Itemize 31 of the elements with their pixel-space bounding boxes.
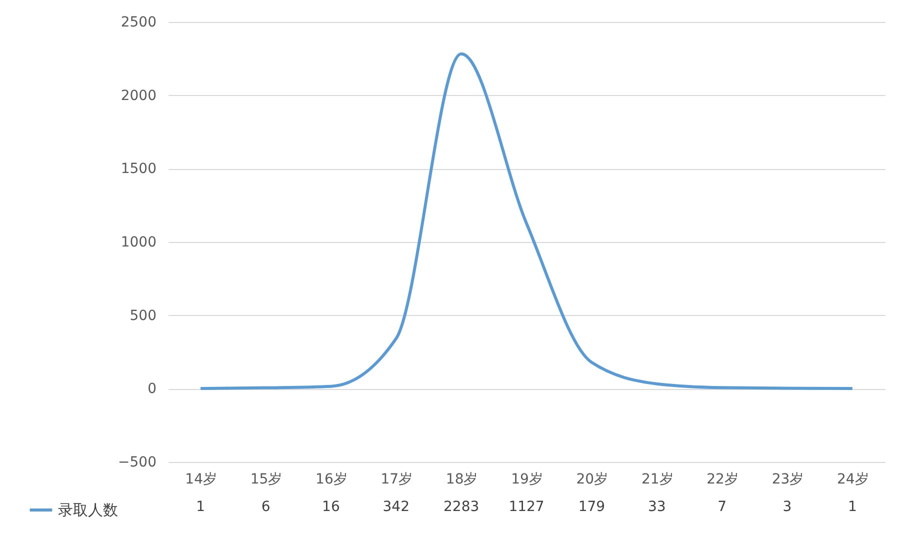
data-label: 1127 bbox=[508, 499, 544, 515]
y-tick-label: 2000 bbox=[120, 88, 156, 104]
data-label: 342 bbox=[382, 499, 410, 515]
x-tick-label: 15岁 bbox=[250, 472, 282, 488]
data-label: 3 bbox=[782, 499, 792, 515]
data-label: 16 bbox=[322, 499, 340, 515]
data-label: 1 bbox=[196, 499, 206, 515]
y-tick-label: −500 bbox=[118, 454, 156, 470]
y-tick-label: 1500 bbox=[120, 161, 156, 178]
x-tick-label: 20岁 bbox=[576, 472, 608, 488]
data-label: 2283 bbox=[444, 499, 480, 515]
legend-label: 录取人数 bbox=[58, 501, 118, 519]
line-series bbox=[199, 52, 854, 390]
x-tick-label: 23岁 bbox=[772, 472, 804, 488]
x-tick-label: 17岁 bbox=[380, 472, 413, 488]
data-label: 6 bbox=[261, 499, 270, 515]
y-tick-label: 1000 bbox=[120, 234, 156, 250]
x-tick-label: 16岁 bbox=[316, 472, 348, 488]
data-label: 33 bbox=[648, 499, 666, 515]
x-tick-label: 22岁 bbox=[706, 472, 738, 488]
x-tick-label: 18岁 bbox=[446, 472, 478, 488]
x-tick-label: 19岁 bbox=[511, 472, 543, 488]
x-tick-label: 14岁 bbox=[185, 472, 218, 488]
x-tick-label: 24岁 bbox=[836, 472, 869, 488]
data-label: 7 bbox=[718, 499, 727, 515]
y-tick-label: 2500 bbox=[120, 14, 156, 30]
x-tick-label: 21岁 bbox=[641, 472, 674, 488]
data-label: 179 bbox=[578, 499, 606, 515]
y-tick-label: 0 bbox=[148, 381, 156, 398]
y-tick-label: 500 bbox=[130, 308, 156, 324]
data-label: 1 bbox=[848, 499, 857, 515]
